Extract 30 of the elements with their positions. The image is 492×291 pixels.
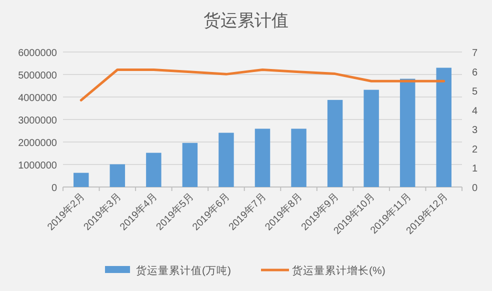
y2-tick-label: 2: [472, 144, 478, 156]
y-tick-label: 3000000: [18, 116, 58, 126]
y2-tick-label: 5: [472, 86, 478, 98]
bar: [364, 90, 379, 187]
legend-label: 货运量累计增长(%): [292, 264, 386, 277]
y2-tick-label: 7: [472, 48, 478, 59]
legend-label: 货运量累计值(万吨): [136, 264, 231, 277]
bar: [254, 128, 270, 187]
y2-tick-label: 6: [472, 67, 478, 78]
bar: [74, 172, 89, 187]
bar: [327, 100, 343, 187]
line-series: [80, 68, 446, 102]
y-tick-label: 2000000: [18, 138, 58, 149]
y-tick-label: 6000000: [18, 48, 58, 59]
bar: [291, 128, 306, 187]
y-tick-label: 1000000: [18, 160, 58, 172]
y2-tick-label: 0: [472, 183, 478, 194]
y2-tick-label: 4: [472, 106, 478, 117]
y2-tick-label: 3: [472, 125, 478, 136]
y-tick-label: 5000000: [18, 70, 58, 82]
bar: [218, 132, 234, 187]
bar: [110, 164, 126, 187]
bar: [400, 78, 416, 187]
chart-title: 货运累计值: [204, 11, 288, 30]
bar: [182, 142, 198, 187]
y2-tick-label: 1: [472, 164, 478, 175]
bar: [436, 68, 452, 187]
y-tick-label: 4000000: [18, 93, 58, 104]
y-tick-label: 0: [51, 183, 58, 194]
bar: [146, 152, 162, 187]
